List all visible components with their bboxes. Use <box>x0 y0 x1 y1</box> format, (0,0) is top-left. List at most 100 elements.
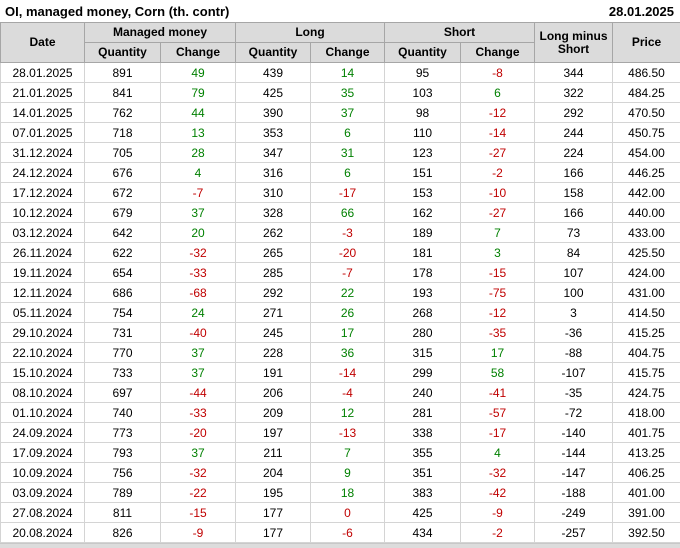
cell-date: 22.10.2024 <box>0 342 85 363</box>
cell-managed-money-change: -32 <box>160 242 236 263</box>
cell-price: 401.75 <box>612 422 680 443</box>
cell-long-change: 12 <box>309 402 386 423</box>
cell-long-minus-short: -72 <box>534 402 614 423</box>
cell-managed-money-change: 37 <box>160 202 236 223</box>
cell-short-change: 3 <box>460 242 536 263</box>
table-row: 31.12.2024 705 28 347 31 123 -27 224 454.00 <box>0 142 680 163</box>
table-header: Date Managed money Long Short Long minus… <box>0 22 680 63</box>
cell-long-change: 7 <box>309 442 386 463</box>
cell-managed-money-change: -32 <box>160 462 236 483</box>
table-row: 03.12.2024 642 20 262 -3 189 7 73 433.00 <box>0 222 680 243</box>
cell-long-minus-short: 166 <box>534 162 614 183</box>
cell-date: 24.12.2024 <box>0 162 85 183</box>
col-group-long: Long <box>234 22 386 43</box>
cell-price: 413.25 <box>612 442 680 463</box>
cell-date: 05.11.2024 <box>0 302 85 323</box>
cell-long-quantity: 245 <box>235 322 311 343</box>
cell-long-minus-short: 166 <box>534 202 614 223</box>
cell-price: 414.50 <box>612 302 680 323</box>
cell-price: 440.00 <box>612 202 680 223</box>
cell-long-quantity: 271 <box>235 302 311 323</box>
col-header-long-change: Change <box>309 42 386 63</box>
col-group-short: Short <box>384 22 536 43</box>
cell-long-change: 0 <box>309 502 386 523</box>
cell-date: 17.09.2024 <box>0 442 85 463</box>
cell-short-quantity: 315 <box>384 342 462 363</box>
cell-short-quantity: 355 <box>384 442 462 463</box>
cell-price: 454.00 <box>612 142 680 163</box>
table-row: 24.12.2024 676 4 316 6 151 -2 166 446.25 <box>0 162 680 183</box>
cell-date: 20.08.2024 <box>0 522 85 543</box>
cell-managed-money-change: -33 <box>160 262 236 283</box>
table-row: 03.09.2024 789 -22 195 18 383 -42 -188 401.00 <box>0 482 680 503</box>
cell-short-quantity: 193 <box>384 282 462 303</box>
cell-long-change: 14 <box>309 62 386 83</box>
cell-managed-money-change: -40 <box>160 322 236 343</box>
bottom-strip <box>0 543 680 548</box>
cell-short-quantity: 110 <box>384 122 462 143</box>
cell-managed-money-change: 37 <box>160 442 236 463</box>
cell-long-quantity: 191 <box>235 362 311 383</box>
cell-short-change: 17 <box>460 342 536 363</box>
cell-long-quantity: 197 <box>235 422 311 443</box>
table-row: 14.01.2025 762 44 390 37 98 -12 292 470.50 <box>0 102 680 123</box>
table-row: 10.12.2024 679 37 328 66 162 -27 166 440.00 <box>0 202 680 223</box>
cell-short-change: -42 <box>460 482 536 503</box>
cell-long-minus-short: 224 <box>534 142 614 163</box>
cell-short-change: -57 <box>460 402 536 423</box>
cell-short-change: 58 <box>460 362 536 383</box>
cell-short-change: -12 <box>460 102 536 123</box>
cell-managed-money-change: -33 <box>160 402 236 423</box>
table-row: 19.11.2024 654 -33 285 -7 178 -15 107 424.00 <box>0 262 680 283</box>
cell-managed-money-quantity: 676 <box>84 162 161 183</box>
cell-date: 21.01.2025 <box>0 82 85 103</box>
table-row: 24.09.2024 773 -20 197 -13 338 -17 -140 401.75 <box>0 422 680 443</box>
cell-short-change: -9 <box>460 502 536 523</box>
cell-managed-money-quantity: 841 <box>84 82 161 103</box>
cell-managed-money-change: 44 <box>160 102 236 123</box>
cell-long-quantity: 292 <box>235 282 311 303</box>
cell-managed-money-change: 79 <box>160 82 236 103</box>
cell-short-change: 4 <box>460 442 536 463</box>
cell-price: 415.75 <box>612 362 680 383</box>
cell-long-change: 26 <box>309 302 386 323</box>
cell-long-change: 66 <box>309 202 386 223</box>
cell-short-change: -75 <box>460 282 536 303</box>
cell-long-quantity: 265 <box>235 242 311 263</box>
cell-short-quantity: 189 <box>384 222 462 243</box>
cell-long-change: 37 <box>309 102 386 123</box>
page-title: OI, managed money, Corn (th. contr) <box>5 3 230 19</box>
cell-short-quantity: 240 <box>384 382 462 403</box>
cell-long-quantity: 316 <box>235 162 311 183</box>
cell-short-change: -41 <box>460 382 536 403</box>
cell-short-quantity: 151 <box>384 162 462 183</box>
cell-date: 12.11.2024 <box>0 282 85 303</box>
cell-long-quantity: 177 <box>235 502 311 523</box>
cell-long-quantity: 390 <box>235 102 311 123</box>
col-header-long-quantity: Quantity <box>235 42 311 63</box>
cell-managed-money-change: 37 <box>160 342 236 363</box>
table-row: 15.10.2024 733 37 191 -14 299 58 -107 415.75 <box>0 362 680 383</box>
cell-short-change: -27 <box>460 202 536 223</box>
table-row: 10.09.2024 756 -32 204 9 351 -32 -147 406.25 <box>0 462 680 483</box>
cell-managed-money-change: 24 <box>160 302 236 323</box>
cell-price: 404.75 <box>612 342 680 363</box>
cell-managed-money-change: 20 <box>160 222 236 243</box>
table-row: 12.11.2024 686 -68 292 22 193 -75 100 431.00 <box>0 282 680 303</box>
table-row: 08.10.2024 697 -44 206 -4 240 -41 -35 424.75 <box>0 382 680 403</box>
col-header-managed-money-change: Change <box>160 42 236 63</box>
cell-date: 31.12.2024 <box>0 142 85 163</box>
cell-managed-money-change: 49 <box>160 62 236 83</box>
table-row: 01.10.2024 740 -33 209 12 281 -57 -72 418.00 <box>0 402 680 423</box>
cell-short-change: 7 <box>460 222 536 243</box>
cell-short-change: -2 <box>460 522 536 543</box>
cell-short-quantity: 162 <box>384 202 462 223</box>
cell-managed-money-change: -9 <box>160 522 236 543</box>
cell-managed-money-quantity: 654 <box>84 262 161 283</box>
cell-short-quantity: 103 <box>384 82 462 103</box>
cell-price: 424.75 <box>612 382 680 403</box>
cell-managed-money-quantity: 642 <box>84 222 161 243</box>
cell-long-minus-short: -144 <box>534 442 614 463</box>
cell-short-quantity: 268 <box>384 302 462 323</box>
